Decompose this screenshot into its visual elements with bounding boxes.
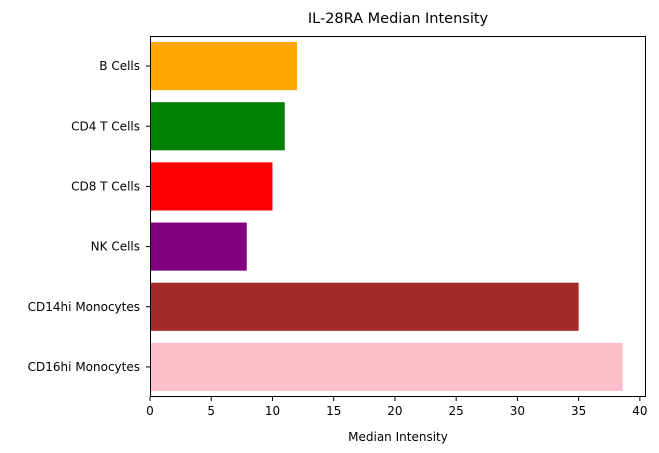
bar-b-cells [150,42,297,91]
bars [150,42,623,391]
x-tick-label: 15 [326,404,341,418]
x-tick-label: 25 [449,404,464,418]
x-tick-label: 30 [510,404,525,418]
x-tick-label: 10 [265,404,280,418]
bar-cd4-t-cells [150,102,285,151]
y-axis-ticks: B Cells CD4 T Cells CD8 T Cells NK Cells CD1… [28,59,150,374]
x-tick-label: 40 [632,404,647,418]
plot-frame [150,36,646,397]
y-tick-label: CD16hi Monocytes [28,360,140,374]
bar-nk-cells [150,222,247,271]
y-tick-label: CD4 T Cells [71,119,140,133]
x-tick-label: 0 [146,404,154,418]
x-axis-ticks: 0 5 10 15 20 25 30 35 40 [146,397,648,418]
bar-cd16hi-monocytes [150,342,623,391]
x-axis-title: Median Intensity [348,430,448,444]
x-tick-label: 5 [207,404,215,418]
y-tick-label: NK Cells [91,240,140,254]
y-tick-label: B Cells [99,59,140,73]
y-tick-label: CD8 T Cells [71,179,140,193]
bar-cd14hi-monocytes [150,282,579,331]
x-tick-label: 20 [387,404,402,418]
bar-cd8-t-cells [150,162,273,211]
x-tick-label: 35 [571,404,586,418]
y-tick-label: CD14hi Monocytes [28,300,140,314]
chart-title: IL-28RA Median Intensity [308,11,489,27]
